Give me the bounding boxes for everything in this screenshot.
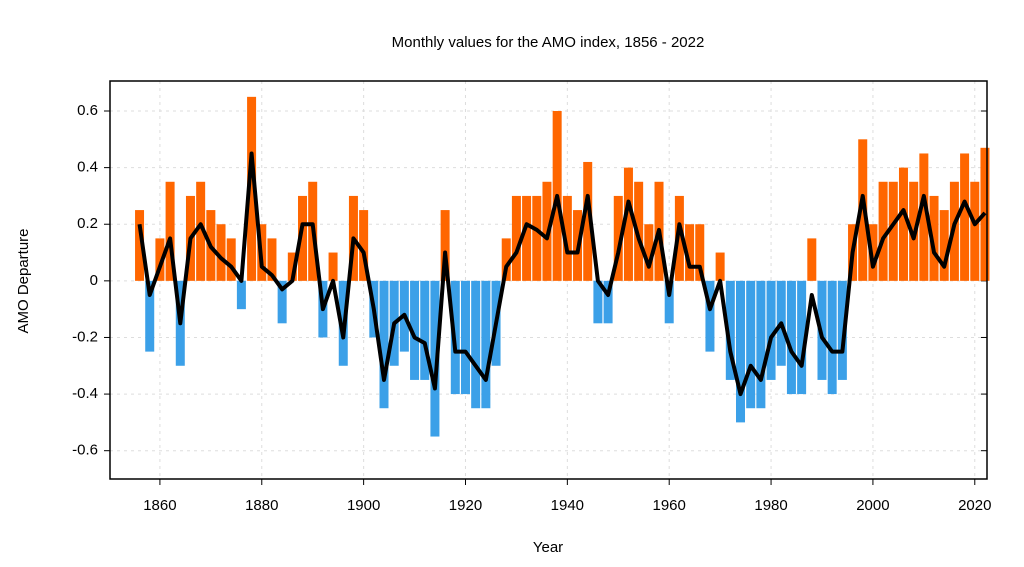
bar	[807, 238, 817, 281]
bar	[725, 280, 735, 380]
x-tick-label: 1940	[551, 497, 584, 514]
bar	[623, 167, 633, 281]
bar	[501, 238, 511, 281]
bar	[583, 161, 593, 281]
x-tick-label: 1900	[347, 497, 380, 514]
x-tick-label: 2020	[958, 497, 991, 514]
y-axis-label: AMO Departure	[15, 228, 32, 333]
bar	[247, 96, 257, 281]
smoothed-line	[137, 151, 987, 397]
bar	[603, 280, 613, 324]
bar	[145, 280, 155, 352]
bar	[216, 224, 226, 281]
bar	[155, 238, 165, 281]
bar	[898, 167, 908, 281]
y-tick-label: 0	[90, 272, 98, 289]
bar	[298, 195, 308, 281]
bar	[970, 181, 980, 281]
bar	[562, 195, 572, 281]
bar	[277, 280, 287, 324]
bar	[664, 280, 674, 324]
y-tick-label: -0.2	[72, 328, 98, 345]
bar	[410, 280, 420, 380]
bar	[471, 280, 481, 409]
bar	[756, 280, 766, 409]
bar	[695, 224, 705, 281]
bar	[328, 252, 338, 281]
bar	[868, 224, 878, 281]
bar	[135, 210, 145, 281]
bar	[766, 280, 776, 380]
bar	[379, 280, 389, 409]
bar	[888, 181, 898, 281]
bar	[837, 280, 847, 380]
bar	[715, 252, 725, 281]
bar	[786, 280, 796, 395]
bar	[593, 280, 603, 324]
x-tick-label: 1880	[245, 497, 278, 514]
bar	[929, 195, 939, 281]
bar	[420, 280, 430, 380]
bar	[430, 280, 440, 437]
bar	[267, 238, 277, 281]
bar	[939, 210, 949, 281]
bar	[460, 280, 470, 395]
bar	[236, 280, 246, 310]
bar	[674, 195, 684, 281]
y-tick-label: -0.4	[72, 385, 98, 402]
x-tick-label: 1920	[449, 497, 482, 514]
x-tick-label: 1980	[754, 497, 787, 514]
y-tick-label: 0.6	[77, 102, 98, 119]
chart-title: Monthly values for the AMO index, 1856 -…	[392, 34, 705, 51]
bar	[440, 210, 450, 281]
bar	[481, 280, 491, 409]
plot-frame	[109, 80, 988, 480]
bar	[919, 153, 929, 281]
bar	[522, 195, 532, 281]
y-tick-label: 0.4	[77, 159, 98, 176]
bar	[226, 238, 236, 281]
bar	[705, 280, 715, 352]
bar	[196, 181, 206, 281]
bar	[165, 181, 175, 281]
x-tick-label: 1960	[653, 497, 686, 514]
bar	[511, 195, 521, 281]
y-tick-label: -0.6	[72, 442, 98, 459]
bar	[827, 280, 837, 395]
bar	[359, 210, 369, 281]
bar	[878, 181, 888, 281]
bar	[613, 195, 623, 281]
bar	[797, 280, 807, 395]
x-tick-label: 2000	[856, 497, 889, 514]
bar	[960, 153, 970, 281]
bar	[736, 280, 746, 423]
bar	[746, 280, 756, 409]
bar	[532, 195, 542, 281]
bar	[287, 252, 297, 281]
y-tick-label: 0.2	[77, 215, 98, 232]
x-axis-label: Year	[533, 539, 563, 556]
bar	[644, 224, 654, 281]
bar	[685, 224, 695, 281]
x-tick-label: 1860	[143, 497, 176, 514]
bar	[858, 139, 868, 281]
